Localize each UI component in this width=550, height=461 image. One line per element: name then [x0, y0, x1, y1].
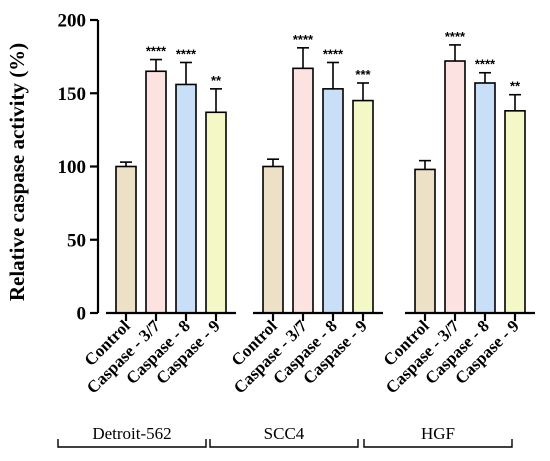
group-label: SCC4: [264, 424, 305, 443]
significance-label: ****: [475, 57, 496, 72]
y-tick-label: 100: [58, 157, 87, 178]
significance-label: ****: [176, 46, 197, 61]
significance-label: **: [510, 79, 521, 94]
y-tick-label: 150: [58, 84, 87, 105]
bar: [175, 83, 197, 314]
bar: [292, 67, 314, 314]
significance-label: ***: [355, 67, 371, 82]
bar: [262, 165, 284, 314]
bar: [474, 82, 496, 314]
y-axis-label: Relative caspase activity (%): [5, 43, 29, 301]
group-labels: Detroit-562 SCC4 HGF: [57, 424, 513, 448]
group-bracket: [57, 439, 207, 448]
significance-label: ****: [146, 44, 167, 59]
significance-label: ****: [323, 46, 344, 61]
group-bracket: [363, 439, 513, 448]
bar: [504, 110, 526, 314]
bar: [352, 99, 374, 314]
bar: [444, 60, 466, 314]
significance-label: **: [211, 73, 222, 88]
bar: [115, 165, 137, 314]
group-label: Detroit-562: [92, 424, 171, 443]
bar: [322, 88, 344, 314]
y-axis: 0 50 100 150 200: [58, 11, 100, 325]
y-tick-label: 200: [58, 11, 87, 32]
bar: [414, 168, 436, 314]
significance-label: ****: [293, 32, 314, 47]
bar: [205, 111, 227, 314]
bar: [145, 70, 167, 314]
y-tick-label: 50: [67, 230, 86, 251]
y-tick-label: 0: [77, 304, 87, 325]
group-label: HGF: [421, 424, 455, 443]
group-bracket: [209, 439, 359, 448]
significance-label: ****: [445, 29, 466, 44]
bars: **** ***************************: [106, 29, 535, 315]
